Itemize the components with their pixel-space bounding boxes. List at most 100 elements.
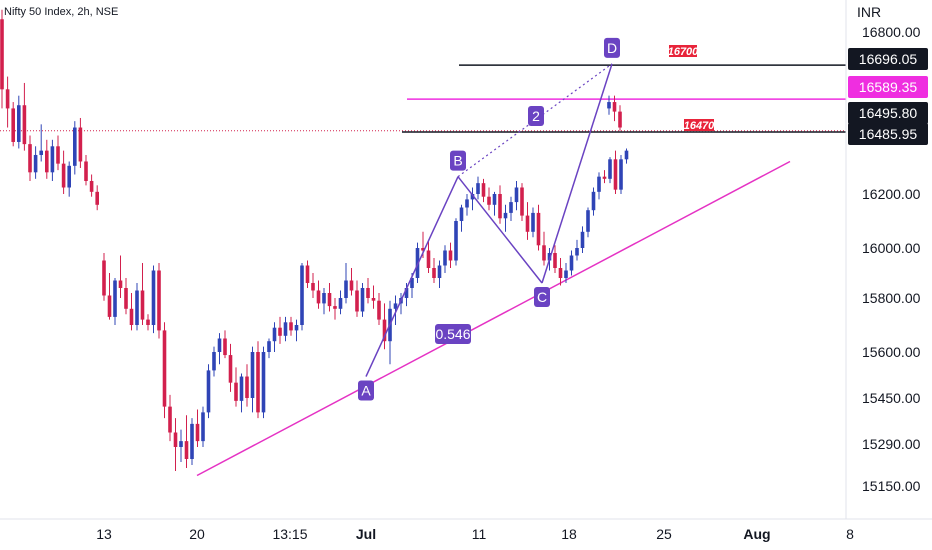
candle-body [602,176,607,179]
candle-body [432,268,436,278]
candle-body [564,270,568,278]
price-badge [848,76,928,98]
pattern-point-badge [450,150,466,171]
x-tick-label: Jul [356,526,376,542]
price-badge-label: 16485.95 [859,126,918,142]
candle-body [28,144,32,173]
candle-body [481,183,486,197]
candle-body [212,352,216,371]
candle-body [67,165,71,188]
candle-body [179,441,183,447]
candle-body [591,191,596,211]
candle-body [393,303,398,309]
pattern-ratio-badge [435,324,471,344]
candle-body [267,341,271,352]
candle-body [239,376,244,401]
candle-body [45,150,49,173]
abcd-pattern-group: A B C D 0.546 2 [358,37,620,401]
candle-body [278,327,282,336]
candle-body [509,202,513,213]
x-tick-label: 11 [472,526,487,542]
candle-body [355,290,359,312]
candle-body [536,212,541,246]
candles-group [0,9,629,471]
candle-body [316,290,321,304]
candle-body [437,265,442,278]
candle-body [73,127,77,166]
candle-body [580,231,585,248]
candle-body [84,161,88,181]
candle-body [531,212,535,232]
candle-body [245,376,249,398]
currency-label: INR [857,4,881,20]
candle-body [547,253,552,261]
candle-body [305,265,310,283]
candle-body [140,290,145,320]
candle-body [333,306,337,309]
x-tick-label: 20 [189,526,205,542]
candle-body [56,146,60,164]
candle-body [426,250,431,268]
candle-body [327,293,332,307]
candle-body [61,163,66,188]
candle-body [586,210,590,232]
candle-body [102,260,106,296]
pattern-leg [365,176,459,377]
price-badge [848,123,928,145]
candle-body [129,308,134,325]
candle-body [520,187,524,216]
candle-body [39,150,43,155]
pattern-leg [457,176,543,284]
candle-body [17,105,21,142]
candle-body [206,370,211,413]
candle-body [344,280,348,298]
candle-body [619,159,623,190]
candle-body [250,352,255,398]
price-badge [848,102,928,124]
x-tick-label: 8 [846,526,854,542]
candle-body [95,191,99,205]
x-tick-label: 13:15 [272,526,307,542]
candle-body [234,382,238,401]
candle-body [542,245,546,261]
candle-body [410,278,414,288]
candle-body [322,293,326,304]
candle-body [624,150,629,160]
candle-body [190,423,194,459]
candle-body [575,248,579,256]
candle-body [173,432,178,447]
candle-body [525,215,530,232]
candle-body [5,89,10,109]
y-tick-label: 15450.00 [862,390,921,406]
candle-body [454,221,458,261]
pattern-point-label: C [537,289,547,305]
candle-body [514,187,519,203]
candle-body [404,288,409,298]
candle-body [228,355,233,383]
horizontal-levels: 16700 16470 [0,45,846,133]
y-tick-label: 16200.00 [862,186,921,202]
level-tag-label: 16470 [684,120,715,132]
pattern-point-label: A [361,383,371,399]
pattern-point-label: D [607,40,617,56]
candle-body [371,298,376,301]
x-tick-label: Aug [743,526,770,542]
candle-body [608,159,612,179]
candle-body [157,270,161,331]
pattern-point-badge [358,380,374,401]
level-tag-bg [684,119,714,131]
candle-body [498,194,502,219]
candle-body [283,322,288,336]
level-tag-label: 16700 [668,46,699,58]
candle-body [22,105,27,145]
candle-body [261,352,266,413]
candle-body [448,250,453,261]
candle-body [618,111,622,128]
pattern-ratio-label: 2 [532,108,540,124]
candle-body [0,19,4,90]
candle-body [146,319,150,325]
candle-body [151,270,156,325]
